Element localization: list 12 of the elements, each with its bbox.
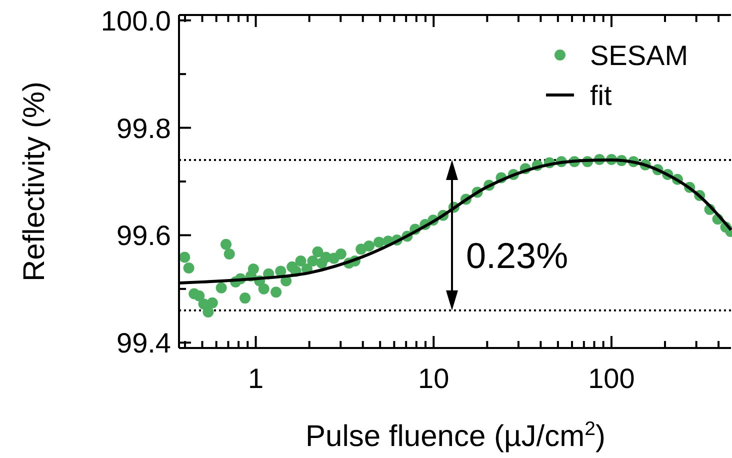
y-axis-title: Reflectivity (%): [18, 81, 51, 282]
x-tick-label: 10: [418, 363, 450, 394]
y-tick-label: 99.4: [116, 328, 171, 359]
x-axis-title: Pulse fluence (µJ/cm$^{2}$): [306, 418, 606, 453]
annotation: 0.23%: [466, 235, 568, 276]
y-tick-label: 99.8: [116, 112, 171, 144]
y-tick-label: 99.6: [116, 220, 171, 252]
x-tick-label: 1: [248, 363, 264, 394]
legend-label: fit: [590, 80, 612, 111]
y-tick-label: 100.0: [100, 5, 171, 36]
legend-label: SESAM: [590, 40, 688, 71]
x-tick-label: 100: [588, 363, 635, 394]
